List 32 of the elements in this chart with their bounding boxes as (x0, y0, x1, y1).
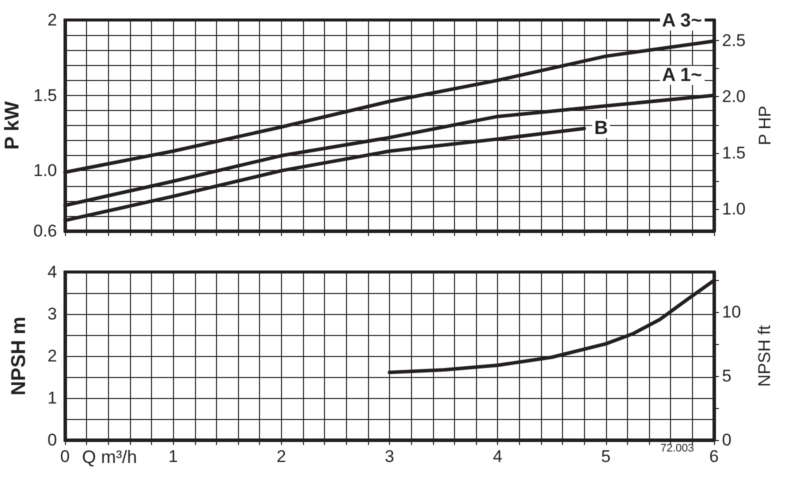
y-tick-label: 0 (48, 430, 57, 450)
y-tick-label: 3 (48, 304, 57, 324)
y-tick-label: 1 (48, 388, 57, 408)
x-tick-label: 0 (60, 447, 70, 466)
text: 72.003 (660, 442, 694, 454)
series-label: A 1~ (662, 64, 702, 86)
y2-axis-title: P HP (756, 106, 775, 146)
y-axis-title: NPSH m (8, 316, 30, 396)
x-tick-label: 5 (601, 447, 611, 466)
y-tick-label: 1.5 (33, 86, 57, 105)
y-tick-label: 2 (48, 346, 57, 366)
y-axis-title: P kW (1, 101, 24, 150)
x-tick-label: 4 (492, 447, 502, 466)
x-tick-label: 2 (276, 447, 286, 466)
y2-tick-label: 1.0 (722, 200, 746, 219)
y2-tick-label: 5 (722, 366, 732, 386)
y-tick-label: 0.6 (33, 222, 57, 240)
series-label: B (594, 118, 608, 140)
y2-tick-label: 10 (722, 302, 741, 322)
series-label: A 3~ (662, 10, 702, 32)
y-tick-label: 2 (48, 10, 57, 30)
x-tick-label: 1 (168, 447, 178, 466)
y2-tick-label: 2.0 (722, 87, 746, 106)
x-tick-label: 3 (384, 447, 394, 466)
y2-axis-title: NPSH ft (755, 325, 774, 387)
y2-tick-label: 1.5 (722, 143, 746, 162)
x-tick-label: 6 (709, 447, 719, 466)
x-axis-title: Q m³/h (82, 447, 138, 467)
y-tick-label: 1.0 (33, 161, 57, 180)
y2-tick-label: 0 (722, 430, 732, 450)
y-tick-label: 4 (48, 262, 57, 282)
y2-tick-label: 2.5 (722, 30, 746, 50)
